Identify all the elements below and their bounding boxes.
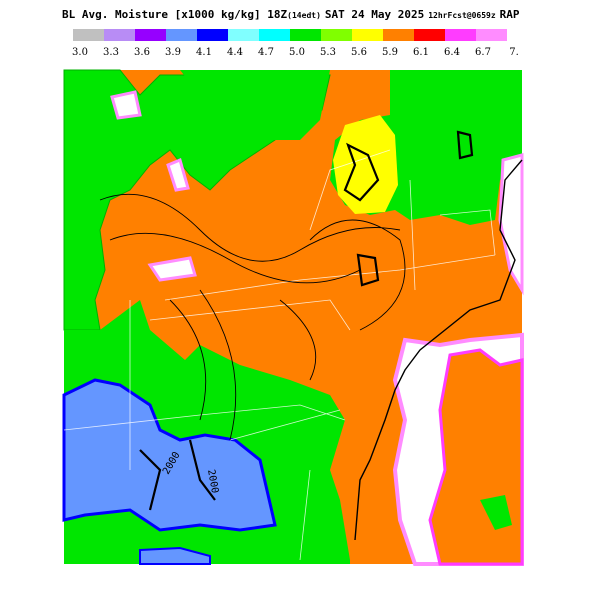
date: SAT 24 May 2025 <box>325 8 424 21</box>
legend-label: 6.1 <box>413 47 429 58</box>
legend-label: 3.3 <box>103 47 119 58</box>
legend: 3.0 3.3 3.6 3.9 4.1 4.4 4.7 5.0 5.3 5.6 5.9 6.1 6.4 6… <box>72 29 519 58</box>
contours <box>99 193 406 441</box>
legend-swatch <box>445 29 476 41</box>
legend-swatch <box>383 29 414 41</box>
orange-region <box>428 348 524 566</box>
model: RAP <box>500 8 520 21</box>
legend-swatch <box>290 29 321 41</box>
green-region <box>180 70 330 140</box>
legend-label: 3.9 <box>165 47 181 58</box>
legend-swatch <box>166 29 197 41</box>
legend-label: 7. <box>509 47 519 58</box>
blue-region <box>139 546 211 565</box>
title: BL Avg. Moisture [x1000 kg/kg] 18Z(14edt… <box>62 8 520 21</box>
legend-label: 5.0 <box>289 47 305 58</box>
legend-label: 5.6 <box>351 47 367 58</box>
legend-swatch <box>414 29 445 41</box>
contour-label: 2000 <box>205 469 220 495</box>
legend-label: 4.1 <box>196 47 212 58</box>
legend-swatch <box>476 29 507 41</box>
title-main: BL Avg. Moisture [x1000 kg/kg] 18Z <box>62 8 288 21</box>
coastline <box>354 159 523 541</box>
blue-region <box>62 378 277 532</box>
white-patch <box>110 90 197 282</box>
bold-contours <box>139 130 474 511</box>
green-region <box>480 495 512 530</box>
legend-swatch <box>228 29 259 41</box>
legend-label: 3.0 <box>72 47 88 58</box>
legend-label: 5.9 <box>382 47 398 58</box>
local-time: (14edt) <box>287 11 321 20</box>
white-region <box>498 153 524 296</box>
forecast: 12hrFcst@0659z <box>428 11 496 20</box>
legend-label: 6.7 <box>475 47 491 58</box>
legend-label: 4.4 <box>227 47 243 58</box>
state-borders <box>63 149 496 561</box>
legend-swatch <box>73 29 104 41</box>
legend-label: 6.4 <box>444 47 460 58</box>
legend-swatch <box>135 29 166 41</box>
yellow-region <box>333 115 398 214</box>
legend-label: 3.6 <box>134 47 150 58</box>
legend-label: 5.3 <box>320 47 336 58</box>
legend-label: 4.7 <box>258 47 274 58</box>
legend-swatch <box>197 29 228 41</box>
map-field: 2000 2000 <box>62 69 524 566</box>
legend-swatch <box>321 29 352 41</box>
legend-swatch <box>104 29 135 41</box>
legend-swatch <box>259 29 290 41</box>
legend-swatch <box>352 29 383 41</box>
